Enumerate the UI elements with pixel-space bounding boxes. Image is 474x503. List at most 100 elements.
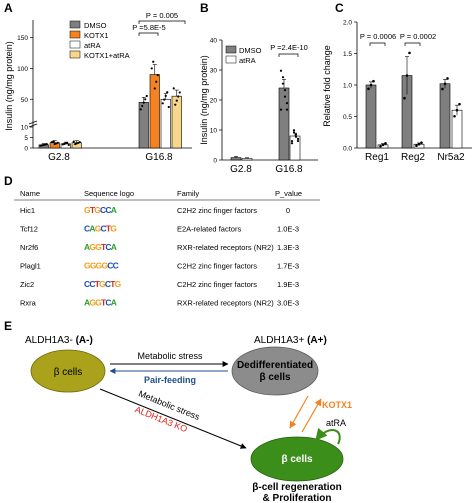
chart-b-ytick-label: 0 — [213, 158, 217, 165]
chart-c-bar — [365, 84, 377, 149]
chart-a-point — [44, 143, 47, 146]
table-cell-name: Rxra — [20, 299, 37, 308]
chart-a-bracket-1 — [138, 32, 159, 36]
chart-b-ytick-label: 40 — [210, 38, 218, 45]
chart-c-xtick-reg1: Reg1 — [365, 152, 389, 163]
chart-c-point — [420, 141, 423, 145]
chart-a-point — [72, 140, 75, 143]
pathway-diagram: ALDH1A3- (A-) ALDH1A3+ (A+) β cells Dedi… — [25, 335, 352, 503]
chart-c-point — [384, 142, 387, 145]
chart-a-point — [66, 141, 69, 144]
table-cell-name: Zic2 — [20, 280, 34, 289]
chart-c-point — [367, 87, 370, 91]
chart-b-ytick-label: 30 — [210, 68, 218, 75]
right-title: ALDH1A3+ (A+) — [254, 335, 327, 346]
table-cell-logo: GTGCCA — [84, 205, 117, 215]
chart-c-bracket-2 — [404, 42, 421, 46]
chart-a-ylabel: Insulin (ng/mg protein) — [4, 41, 14, 131]
chart-c-point — [403, 96, 406, 100]
chart-b-point — [292, 131, 296, 134]
chart-a-bar — [171, 95, 182, 149]
panel-label-c: C — [335, 1, 344, 15]
legend-label-b-dmso: DMSO — [239, 46, 262, 55]
chart-a-point — [164, 94, 167, 97]
beta-cells-node — [30, 349, 106, 393]
chart-a-point — [163, 98, 166, 101]
chart-c-point — [415, 144, 418, 148]
legend-swatch-dmso — [69, 20, 81, 29]
chart-c-point — [458, 102, 461, 106]
chart-b-bar — [230, 157, 242, 161]
chart-a-point — [175, 99, 178, 102]
chart-a-point — [150, 67, 153, 70]
atra-label: atRA — [326, 418, 346, 428]
chart-b-point — [279, 108, 283, 111]
chart-a-point — [177, 95, 180, 98]
chart-b-ytick-label: 20 — [210, 98, 218, 105]
chart-b-bracket — [278, 53, 299, 57]
table-cell-name: Nr2f6 — [20, 243, 38, 252]
chart-a-point — [144, 98, 147, 101]
chart-b-point — [294, 133, 298, 136]
table-header-name: Name — [20, 189, 40, 198]
chart-a-point — [74, 142, 77, 146]
chart-c-ytick-label: 0.0 — [343, 146, 352, 153]
legend-swatch-b-atra — [225, 55, 237, 64]
table-cell-name: Tcf12 — [20, 225, 38, 234]
legend-swatch-atra — [69, 40, 81, 49]
legend-swatch-kotx1-atra — [69, 50, 81, 59]
chart-a-ytick-label: 100 — [17, 66, 28, 73]
chart-a-point — [77, 141, 80, 144]
chart-b-point — [290, 142, 294, 145]
chart-a-point — [141, 104, 144, 108]
panel-label-e: E — [4, 319, 12, 333]
chart-c-ytick-label: 2.0 — [343, 20, 352, 27]
chart-a-point — [145, 94, 148, 98]
legend-label-atra: atRA — [84, 41, 101, 50]
regen-cells-label: β cells — [281, 454, 313, 465]
table-cell-logo: AGGTCA — [84, 298, 117, 308]
chart-c-xtick-reg2: Reg2 — [401, 152, 425, 163]
chart-a-point — [167, 105, 170, 109]
panel-label-d: D — [4, 174, 13, 188]
table-cell-name: Plagl1 — [20, 262, 41, 271]
chart-b-point — [285, 108, 289, 111]
table-cell-family: C2H2 zinc finger factors — [177, 280, 257, 289]
beta-cells-label: β cells — [54, 367, 83, 378]
table-cell-family: C2H2 zinc finger factors — [177, 206, 257, 215]
table-cell-pvalue: 3.0E-3 — [277, 299, 299, 308]
panel-label-b: B — [200, 1, 209, 15]
chart-a-point — [55, 142, 58, 145]
motif-table: Name Sequence logo Family P_value Hic1 GT… — [14, 189, 320, 308]
chart-a-bar — [149, 74, 160, 149]
chart-b-xtick-g168: G16.8 — [275, 164, 303, 175]
dediff-label-2: β cells — [259, 372, 291, 383]
legend-label-kotx1-atra: KOTX1+atRA — [84, 51, 130, 60]
chart-c-point — [405, 74, 409, 77]
chart-a-point — [67, 143, 70, 146]
table-header-pvalue: P_value — [275, 189, 302, 198]
chart-b-ytick-label: 10 — [210, 128, 218, 135]
chart-b-bar — [278, 87, 290, 161]
chart-a-ytick-label: 5 — [24, 135, 28, 142]
table-cell-name: Hic1 — [20, 206, 35, 215]
chart-a: Insulin (ng/mg protein) 0 5 10 50 100 150 DMS… — [4, 11, 192, 163]
chart-c-ytick-label: 1.0 — [343, 83, 352, 90]
chart-b-point — [292, 129, 296, 132]
chart-a-point — [153, 87, 156, 90]
chart-a-point — [174, 103, 177, 106]
chart-c-point — [379, 145, 382, 148]
legend-label-dmso: DMSO — [84, 21, 107, 30]
kotx1-label: KOTX1 — [322, 400, 352, 410]
pair-feeding-label: Pair-feeding — [144, 375, 196, 385]
chart-c-point — [381, 143, 385, 147]
chart-c-point — [453, 114, 456, 118]
chart-b-point — [283, 95, 287, 98]
table-header-logo: Sequence logo — [84, 189, 134, 198]
chart-b-point — [296, 139, 300, 143]
chart-b-point — [283, 89, 287, 92]
chart-b-point — [285, 102, 289, 105]
panel-label-a: A — [4, 1, 13, 15]
regen-label-2: & Proliferation — [263, 493, 332, 503]
chart-c-point — [417, 142, 421, 146]
